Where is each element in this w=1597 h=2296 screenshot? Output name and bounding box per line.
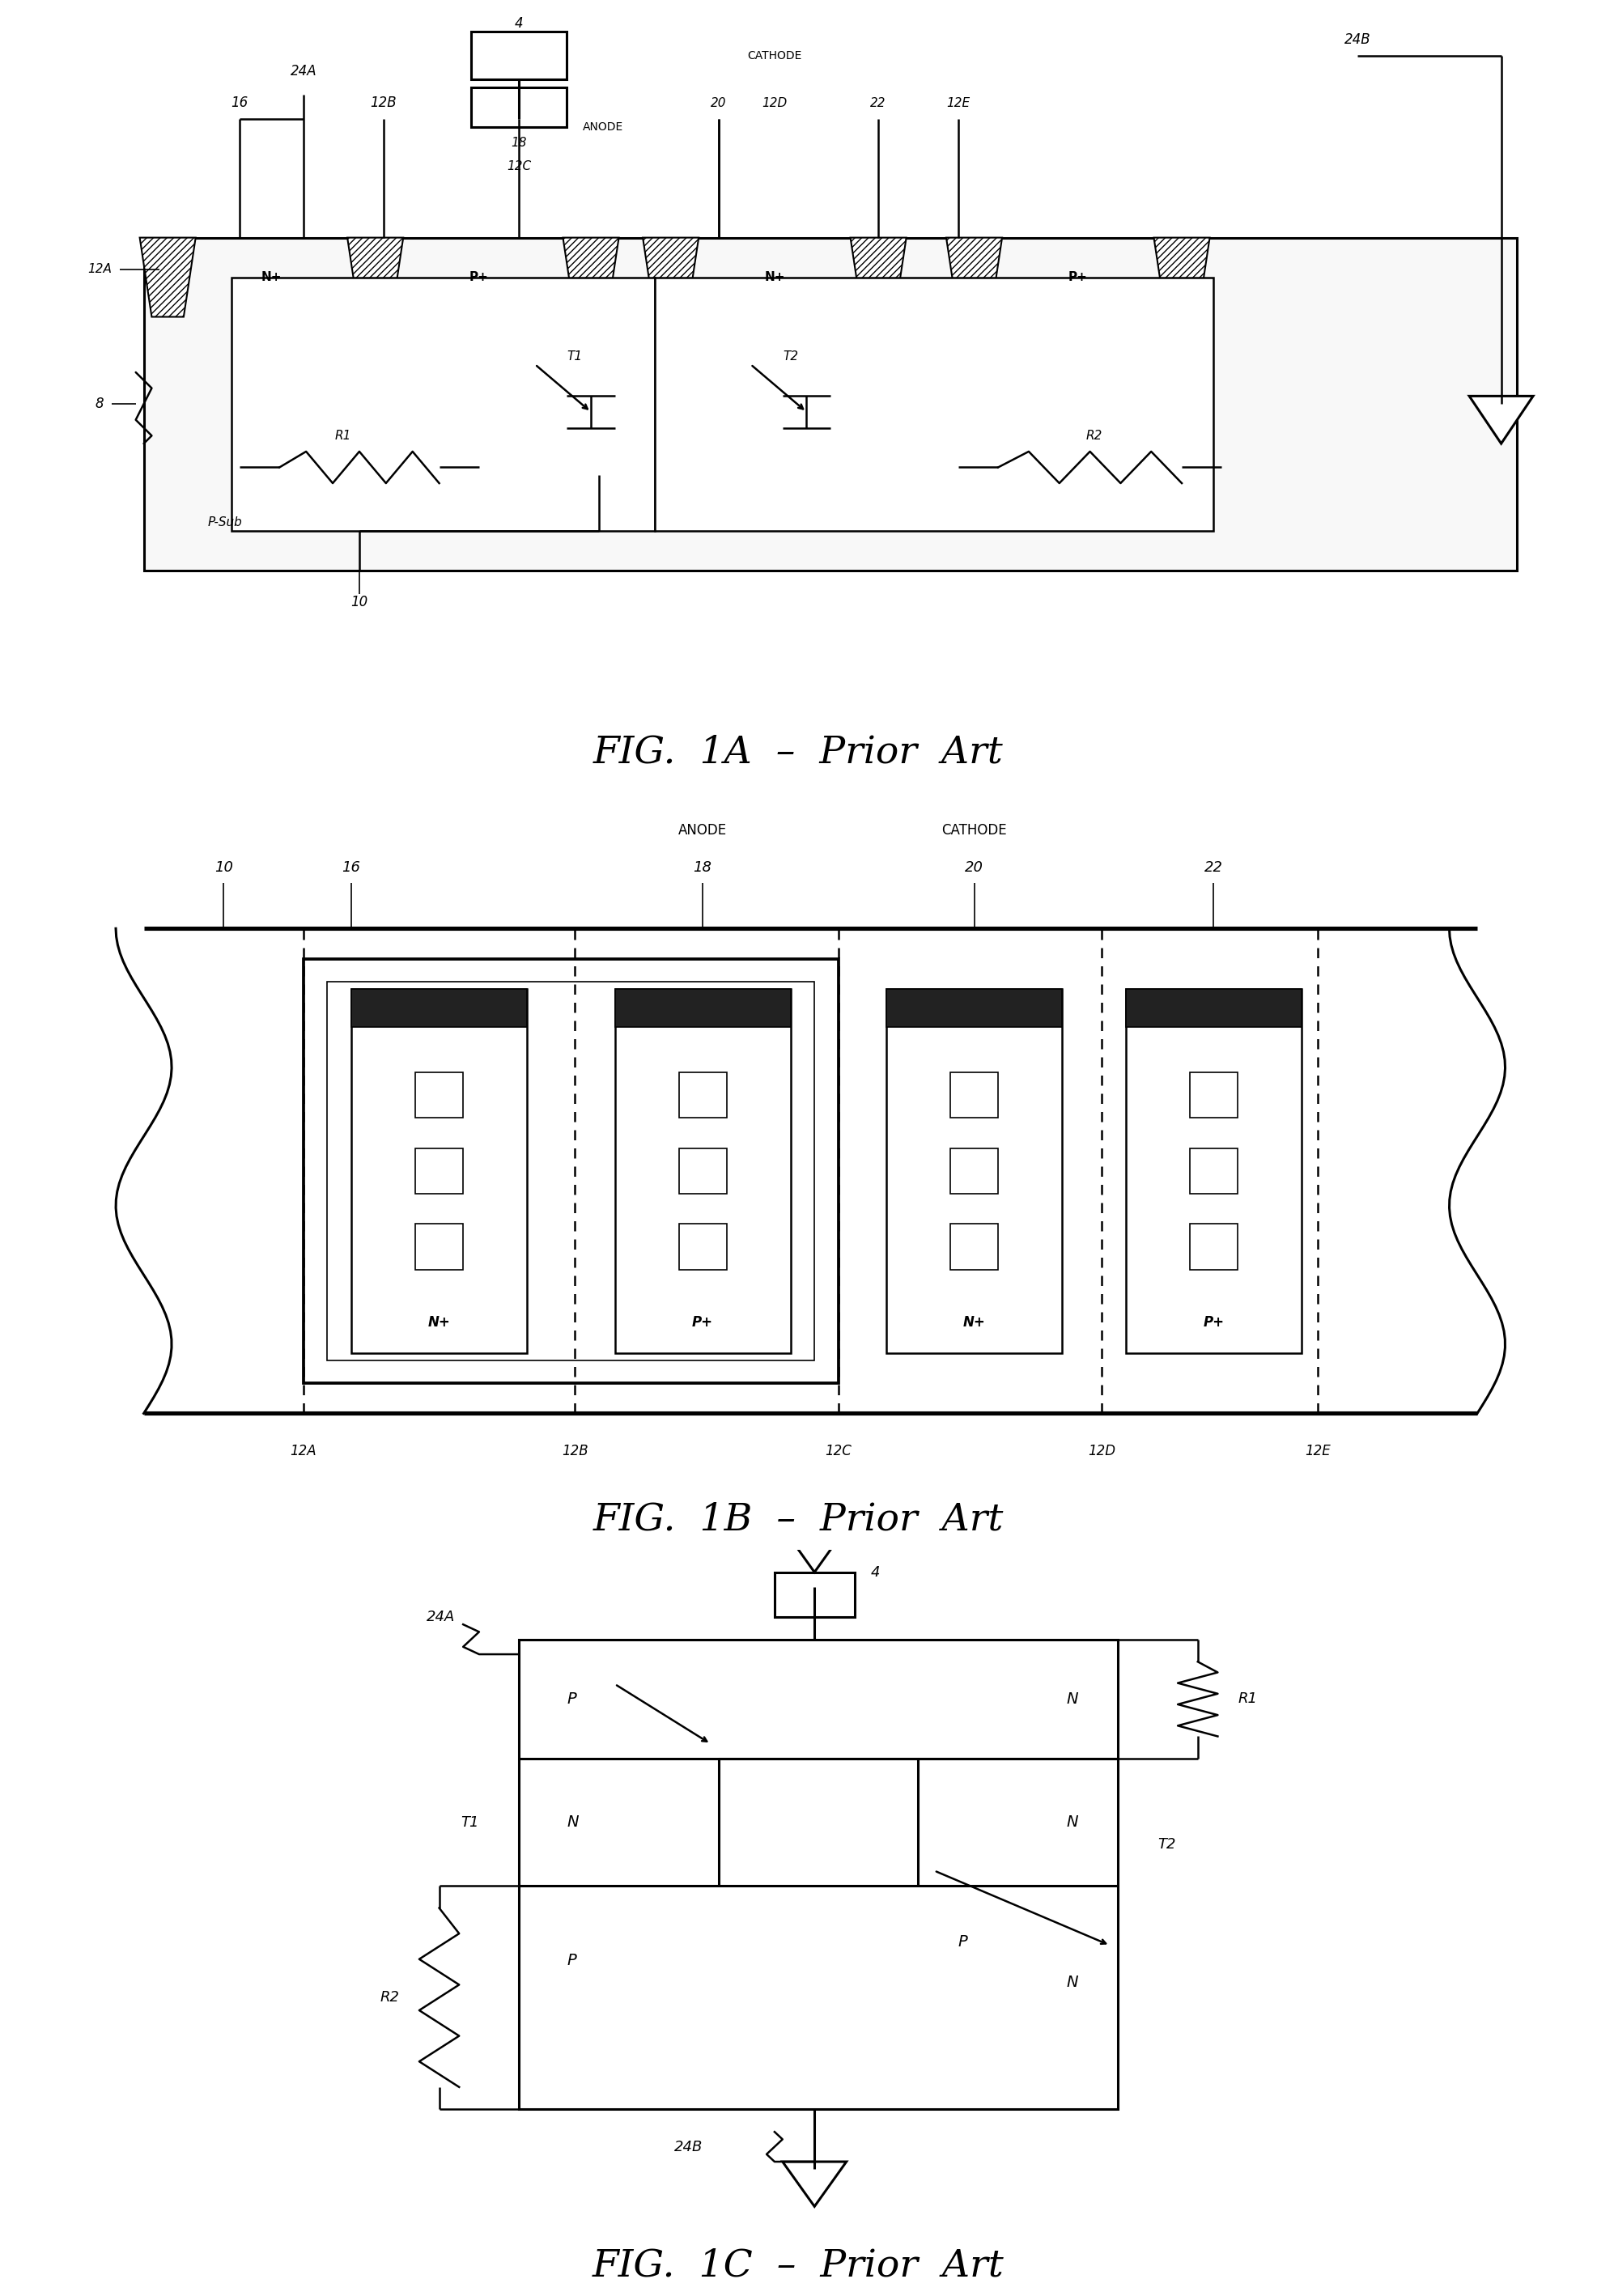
Text: N: N — [1067, 1814, 1078, 1830]
Text: 10: 10 — [214, 861, 233, 875]
Polygon shape — [1469, 395, 1533, 443]
Bar — [415, 1224, 463, 1270]
Text: T2: T2 — [1158, 1837, 1175, 1853]
Text: P: P — [567, 1952, 577, 1968]
Text: 18: 18 — [511, 135, 527, 149]
Text: 20: 20 — [711, 96, 727, 108]
Polygon shape — [141, 239, 195, 317]
Bar — [950, 1072, 998, 1118]
Bar — [303, 960, 838, 1382]
Text: 4: 4 — [514, 16, 524, 32]
Text: CATHODE: CATHODE — [942, 822, 1006, 838]
Text: FIG.  1B  –  Prior  Art: FIG. 1B – Prior Art — [592, 1502, 1005, 1538]
Text: 12C: 12C — [826, 1444, 851, 1458]
Bar — [232, 278, 655, 530]
Text: FIG.  1A  –  Prior  Art: FIG. 1A – Prior Art — [594, 735, 1003, 771]
Bar — [144, 239, 1517, 569]
Text: 12B: 12B — [371, 96, 396, 110]
Bar — [1190, 1072, 1238, 1118]
Bar — [1190, 1148, 1238, 1194]
Bar — [471, 32, 567, 78]
Bar — [886, 990, 1062, 1352]
Bar — [471, 87, 567, 126]
Bar — [679, 1148, 727, 1194]
Text: 12D: 12D — [762, 96, 787, 108]
Text: N+: N+ — [428, 1316, 450, 1329]
Text: R1: R1 — [1238, 1692, 1257, 1706]
Text: N+: N+ — [963, 1316, 985, 1329]
Polygon shape — [1153, 239, 1211, 317]
Text: P+: P+ — [1068, 271, 1088, 282]
Polygon shape — [945, 239, 1003, 317]
Text: R2: R2 — [380, 1991, 399, 2004]
Text: 12A: 12A — [88, 264, 112, 276]
Text: 8: 8 — [96, 397, 104, 411]
Bar — [1126, 990, 1302, 1352]
Text: 24A: 24A — [426, 1609, 455, 1623]
Text: T1: T1 — [462, 1814, 479, 1830]
Text: 22: 22 — [1204, 861, 1223, 875]
Text: 12E: 12E — [947, 96, 969, 108]
Text: P+: P+ — [470, 271, 489, 282]
Bar — [775, 1573, 854, 1616]
Text: N: N — [1067, 1692, 1078, 1706]
Bar — [1190, 1224, 1238, 1270]
Bar — [615, 990, 791, 1026]
Text: ANODE: ANODE — [679, 822, 727, 838]
Text: 16: 16 — [232, 96, 248, 110]
Text: CATHODE: CATHODE — [747, 51, 802, 62]
Bar — [351, 990, 527, 1352]
Bar — [519, 1639, 1118, 2110]
Polygon shape — [850, 239, 907, 317]
Text: 20: 20 — [965, 861, 984, 875]
Text: 12D: 12D — [1088, 1444, 1116, 1458]
Polygon shape — [791, 1538, 838, 1573]
Text: T2: T2 — [783, 351, 798, 363]
Bar — [351, 990, 527, 1026]
Bar — [655, 278, 1214, 530]
Polygon shape — [783, 2163, 846, 2206]
Bar — [679, 1224, 727, 1270]
Text: P-Sub: P-Sub — [208, 517, 243, 528]
Bar — [615, 990, 791, 1352]
Text: T1: T1 — [567, 351, 583, 363]
Bar — [415, 1148, 463, 1194]
Bar — [886, 990, 1062, 1026]
Bar — [679, 1072, 727, 1118]
Polygon shape — [642, 239, 699, 317]
Polygon shape — [562, 239, 620, 317]
Bar — [415, 1072, 463, 1118]
Text: 10: 10 — [351, 595, 367, 608]
Text: 18: 18 — [693, 861, 712, 875]
Text: 22: 22 — [870, 96, 886, 108]
Text: 12E: 12E — [1305, 1444, 1330, 1458]
Text: 12C: 12C — [506, 161, 532, 172]
Text: N+: N+ — [765, 271, 784, 282]
Text: P+: P+ — [1203, 1316, 1225, 1329]
Text: N+: N+ — [262, 271, 281, 282]
Text: P: P — [567, 1692, 577, 1706]
Text: 24B: 24B — [1345, 32, 1370, 46]
Bar — [950, 1148, 998, 1194]
Text: N: N — [567, 1814, 578, 1830]
Text: 24B: 24B — [674, 2140, 703, 2154]
Text: R1: R1 — [335, 429, 351, 441]
Bar — [327, 983, 814, 1359]
Text: ANODE: ANODE — [583, 122, 623, 133]
Bar — [950, 1224, 998, 1270]
Text: R2: R2 — [1086, 429, 1102, 441]
Polygon shape — [348, 239, 402, 317]
Text: P+: P+ — [692, 1316, 714, 1329]
Text: 24A: 24A — [291, 64, 316, 78]
Text: N: N — [1067, 1975, 1078, 1991]
Text: 12B: 12B — [562, 1444, 588, 1458]
Text: 16: 16 — [342, 861, 361, 875]
Text: 4: 4 — [870, 1566, 880, 1580]
Bar — [1126, 990, 1302, 1026]
Text: FIG.  1C  –  Prior  Art: FIG. 1C – Prior Art — [592, 2248, 1005, 2285]
Text: 12A: 12A — [291, 1444, 316, 1458]
Text: P: P — [958, 1933, 968, 1949]
